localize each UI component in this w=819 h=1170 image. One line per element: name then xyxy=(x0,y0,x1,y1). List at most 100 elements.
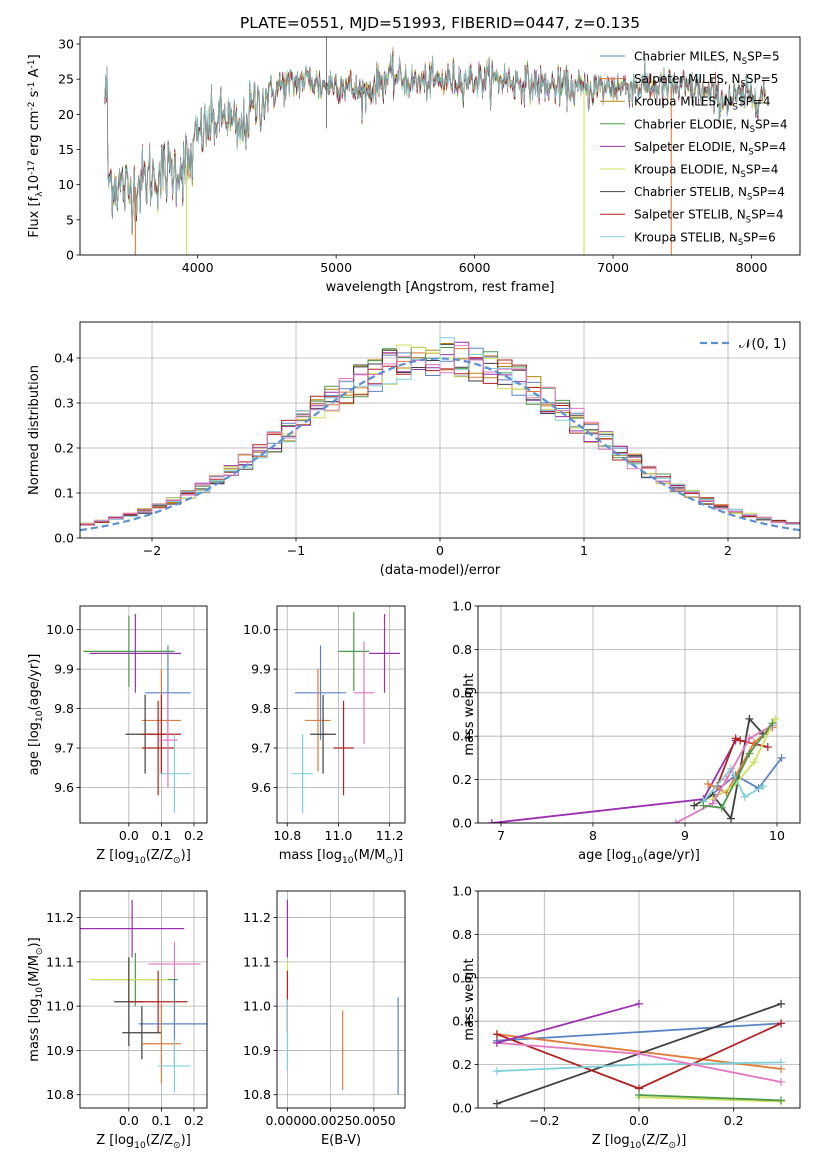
x-tick-label: 2 xyxy=(724,543,732,558)
x-tick-label: 0.2 xyxy=(184,828,204,843)
weight-marker xyxy=(671,819,680,823)
legend: Chabrier MILES, NSSP=5 Salpeter MILES, NS… xyxy=(600,50,787,247)
y-tick-label: 0.4 xyxy=(54,351,74,366)
grid xyxy=(478,605,800,824)
legend-label: Kroupa MILES, NSSP=4 xyxy=(634,95,771,112)
plot-area xyxy=(104,37,766,255)
axes-weight_vs_age: 7 8 9 10 0.0 0.2 0.4 0.6 0.8 1.0 age [log10(age/yr… xyxy=(452,599,801,866)
x-tick-label: 0.0 xyxy=(629,1113,649,1128)
axes-mass_vs_EBV: 0.0000 0.0025 0.0050 10.8 10.9 11.0 11.1 11.2 E(… xyxy=(243,890,406,1148)
weight-marker xyxy=(731,734,740,743)
weight-marker xyxy=(745,714,754,723)
plot-area xyxy=(286,899,399,1095)
x-tick-label: 7000 xyxy=(597,260,629,275)
y-tick-label: 25 xyxy=(58,72,74,87)
y-tick-label: 0.1 xyxy=(54,486,74,501)
weight-marker xyxy=(750,758,758,767)
weight-marker xyxy=(635,1090,643,1099)
weight-marker xyxy=(492,1067,501,1076)
weight-marker xyxy=(745,749,754,758)
spectrum-line xyxy=(104,53,766,231)
x-axis-label: (data-model)/error xyxy=(380,563,501,578)
grid xyxy=(277,606,405,823)
x-axis-label: mass [log10(M/M⊙)] xyxy=(279,848,403,866)
x-tick-label: 0 xyxy=(436,543,444,558)
legend-label: Salpeter ELODIE, NSSP=4 xyxy=(634,140,786,157)
weight-marker xyxy=(699,801,708,810)
legend-label: Chabrier ELODIE, NSSP=4 xyxy=(634,117,787,134)
legend: 𝒩(0, 1) xyxy=(700,337,786,352)
y-tick-label: 0.4 xyxy=(452,1014,472,1029)
x-axis-label: Z [log10(Z/Z⊙)] xyxy=(592,1133,687,1151)
y-tick-label: 10.9 xyxy=(243,1043,271,1058)
plot-area xyxy=(492,999,786,1108)
x-axis-label: Z [log10(Z/Z⊙)] xyxy=(96,848,191,866)
weight-marker xyxy=(487,819,496,823)
x-tick-label: 8000 xyxy=(736,260,768,275)
weight-line xyxy=(638,1094,782,1102)
weight-marker xyxy=(763,743,772,752)
x-axis-label: age [log10(age/yr)] xyxy=(578,848,700,866)
y-tick-label: 0.6 xyxy=(452,970,472,985)
y-tick-label: 11.2 xyxy=(243,910,271,925)
y-tick-label: 0.6 xyxy=(452,685,472,700)
weight-marker xyxy=(492,1030,501,1039)
x-tick-label: 0.0 xyxy=(119,1113,139,1128)
x-tick-label: 1 xyxy=(580,543,588,558)
weight-marker xyxy=(777,1096,786,1105)
legend-label: Salpeter MILES, NSSP=5 xyxy=(634,72,778,89)
y-tick-label: 0.8 xyxy=(452,642,472,657)
axes-frame xyxy=(79,321,801,539)
x-tick-label: 0.2 xyxy=(724,1113,744,1128)
axes-mass_vs_Z: 0.0 0.1 0.2 10.8 10.9 11.0 11.1 11.2 Z [log10(Z/… xyxy=(27,890,208,1151)
x-tick-label: 11.0 xyxy=(325,828,353,843)
histogram-step xyxy=(80,344,800,525)
x-axis-label: E(B-V) xyxy=(321,1133,361,1148)
axes-frame xyxy=(477,890,801,1109)
weight-marker xyxy=(736,736,745,745)
weight-marker xyxy=(704,779,712,788)
weight-line xyxy=(712,718,777,800)
legend-label: Kroupa STELIB, NSSP=6 xyxy=(634,230,776,247)
y-tick-label: 11.1 xyxy=(243,954,271,969)
x-axis-label: wavelength [Angstrom, rest frame] xyxy=(326,280,555,295)
y-tick-label: 9.7 xyxy=(54,741,74,756)
plot-area xyxy=(80,899,207,1093)
axes-frame xyxy=(79,890,208,1109)
y-tick-label: 9.9 xyxy=(251,662,271,677)
y-tick-label: 9.6 xyxy=(54,780,74,795)
legend-label: 𝒩(0, 1) xyxy=(739,337,786,352)
y-tick-label: 0 xyxy=(66,248,74,263)
x-tick-label: 0.0025 xyxy=(309,1113,353,1128)
x-tick-label: 5000 xyxy=(320,260,352,275)
weight-marker xyxy=(771,714,780,723)
x-tick-label: 10.8 xyxy=(273,828,301,843)
weight-line xyxy=(496,1022,782,1042)
x-tick-label: 4000 xyxy=(182,260,214,275)
plot-area xyxy=(83,613,191,814)
y-tick-label: 0.3 xyxy=(54,396,74,411)
y-tick-label: 5 xyxy=(66,212,74,227)
y-tick-label: 9.9 xyxy=(54,662,74,677)
y-axis-label: mass weight xyxy=(462,958,477,1040)
x-tick-label: 10 xyxy=(769,828,785,843)
weight-marker xyxy=(717,803,726,812)
legend-label: Chabrier MILES, NSSP=5 xyxy=(634,50,780,67)
axes-frame xyxy=(477,605,801,824)
weight-marker xyxy=(777,753,786,762)
y-tick-label: 0.0 xyxy=(452,816,472,831)
weight-marker xyxy=(740,792,749,801)
y-tick-label: 0.2 xyxy=(452,1057,472,1072)
y-tick-label: 9.8 xyxy=(54,701,74,716)
gaussian-curve xyxy=(80,357,800,532)
grid xyxy=(80,606,207,823)
y-axis-label: Flux [fλ10-17 erg cm-2 s-1 A-1] xyxy=(27,54,45,237)
y-tick-label: 10.8 xyxy=(46,1087,74,1102)
weight-marker xyxy=(492,1099,501,1108)
legend-label: Salpeter STELIB, NSSP=4 xyxy=(634,208,784,225)
x-tick-label: 8 xyxy=(589,828,597,843)
plot-area xyxy=(487,714,786,823)
weight-line xyxy=(702,767,764,802)
y-tick-label: 0.0 xyxy=(452,1101,472,1116)
